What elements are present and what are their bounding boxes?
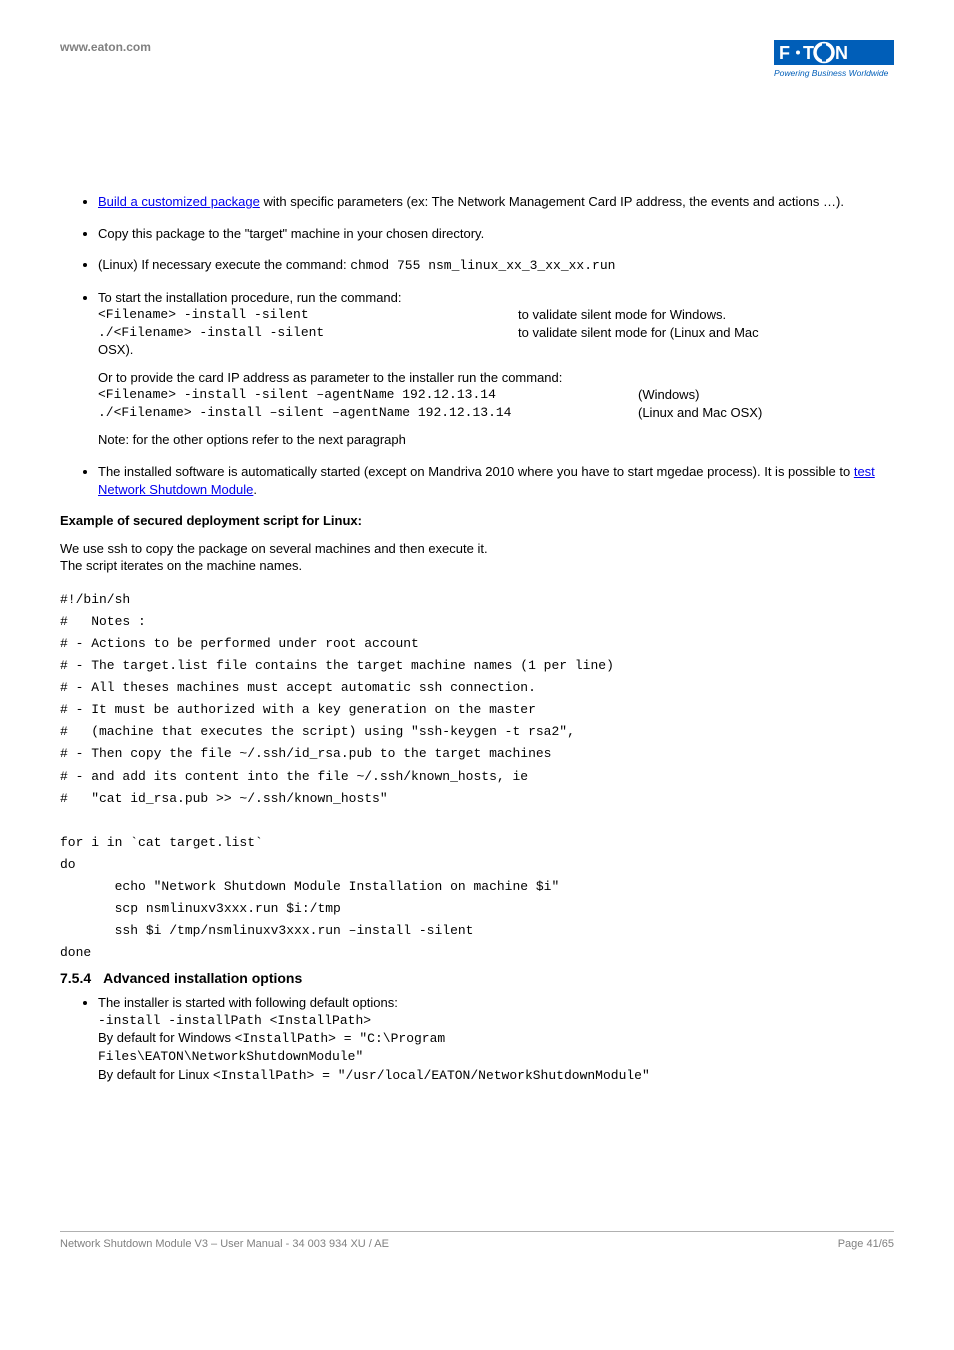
b5-pre: The installed software is automatically … (98, 464, 854, 479)
b4-cmd2: ./<Filename> -install -silent (98, 324, 518, 342)
b4-txt4: (Linux and Mac OSX) (638, 404, 894, 422)
deployment-script: #!/bin/sh # Notes : # - Actions to be pe… (60, 589, 894, 965)
eaton-logo-icon: F T N Powering Business Worldwide (774, 40, 894, 80)
s754-l3: By default for Windows <InstallPath> = "… (98, 1029, 894, 1048)
b4-osx: OSX). (98, 341, 894, 359)
bullet-1: Build a customized package with specific… (98, 193, 894, 211)
sec754-bullets: The installer is started with following … (60, 994, 894, 1084)
s754-l5: By default for Linux <InstallPath> = "/u… (98, 1066, 894, 1085)
section-title: Advanced installation options (103, 970, 302, 986)
s754-l5b: <InstallPath> = "/usr/local/EATON/Networ… (213, 1068, 650, 1083)
eaton-logo: F T N Powering Business Worldwide (774, 40, 894, 83)
bullet-3-cmd: chmod 755 nsm_linux_xx_3_xx_xx.run (350, 258, 615, 273)
example-intro: We use ssh to copy the package on severa… (60, 540, 894, 575)
b4-intro: To start the installation procedure, run… (98, 289, 894, 307)
svg-text:T: T (803, 43, 814, 63)
s754-l4: Files\EATON\NetworkShutdownModule" (98, 1048, 894, 1066)
bullet-2: Copy this package to the "target" machin… (98, 225, 894, 243)
b4-or: Or to provide the card IP address as par… (98, 369, 894, 387)
example-p2: The script iterates on the machine names… (60, 558, 302, 573)
bullet-3: (Linux) If necessary execute the command… (98, 256, 894, 275)
bullet-5: The installed software is automatically … (98, 463, 894, 498)
customized-package-link[interactable]: Build a customized package (98, 194, 260, 209)
svg-text:N: N (835, 43, 848, 63)
b4-txt2: to validate silent mode for (Linux and M… (518, 324, 894, 342)
bullet-3-pre: (Linux) If necessary execute the command… (98, 257, 350, 272)
bullet-list: Build a customized package with specific… (60, 193, 894, 498)
b4-cmd3: <Filename> -install -silent –agentName 1… (98, 386, 638, 404)
bullet-1-text: with specific parameters (ex: The Networ… (260, 194, 844, 209)
s754-l3a: By default for Windows (98, 1030, 235, 1045)
page-header: www.eaton.com F T N Powering Business Wo… (60, 40, 894, 83)
b5-post: . (253, 482, 257, 497)
footer-right: Page 41/65 (838, 1238, 894, 1250)
b4-txt3: (Windows) (638, 386, 894, 404)
page-footer: Network Shutdown Module V3 – User Manual… (60, 1231, 894, 1250)
section-7-5-4-heading: 7.5.4 Advanced installation options (60, 970, 894, 986)
example-p1: We use ssh to copy the package on severa… (60, 541, 488, 556)
b4-note: Note: for the other options refer to the… (98, 431, 894, 449)
example-heading: Example of secured deployment script for… (60, 512, 894, 530)
svg-text:F: F (779, 43, 790, 63)
b4-cmd1: <Filename> -install -silent (98, 306, 518, 324)
section-number: 7.5.4 (60, 970, 91, 986)
s754-l1: The installer is started with following … (98, 994, 894, 1012)
main-content: Build a customized package with specific… (60, 193, 894, 1084)
bullet-4: To start the installation procedure, run… (98, 289, 894, 449)
b4-cmd4: ./<Filename> -install –silent –agentName… (98, 404, 638, 422)
s754-l3b: <InstallPath> = "C:\Program (235, 1031, 446, 1046)
s754-l5a: By default for Linux (98, 1067, 213, 1082)
header-url: www.eaton.com (60, 40, 151, 54)
sec754-b1: The installer is started with following … (98, 994, 894, 1084)
b4-txt1: to validate silent mode for Windows. (518, 306, 894, 324)
s754-l2: -install -installPath <InstallPath> (98, 1012, 894, 1030)
svg-text:Powering Business Worldwide: Powering Business Worldwide (774, 68, 889, 78)
footer-left: Network Shutdown Module V3 – User Manual… (60, 1238, 389, 1250)
